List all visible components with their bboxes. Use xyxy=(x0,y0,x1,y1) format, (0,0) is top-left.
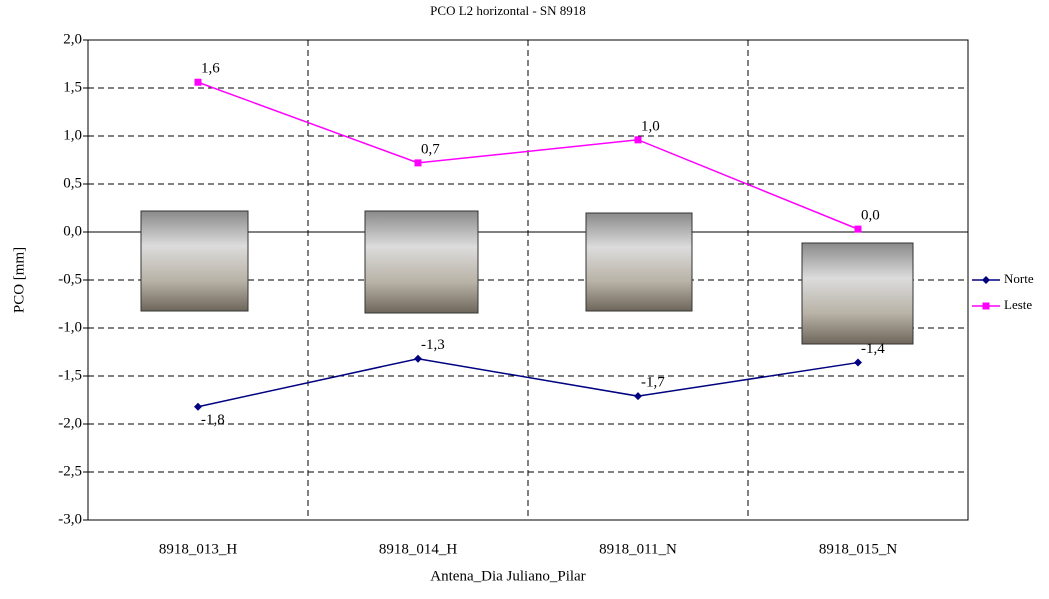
antenna-photo xyxy=(364,210,479,314)
x-tick-label: 8918_015_N xyxy=(819,541,898,557)
antenna-photo xyxy=(801,242,914,345)
y-tick-label: 0,0 xyxy=(63,223,82,239)
legend-label: Norte xyxy=(1004,271,1034,286)
point xyxy=(982,302,990,310)
point xyxy=(414,159,422,167)
data-label: -1,4 xyxy=(861,341,885,357)
x-axis-title: Antena_Dia Juliano_Pilar xyxy=(430,568,585,584)
point xyxy=(634,136,642,144)
point xyxy=(982,276,990,284)
y-tick-label: -3,0 xyxy=(58,511,82,527)
series xyxy=(194,78,862,411)
point xyxy=(194,78,202,86)
x-tick-label: 8918_011_N xyxy=(599,541,677,557)
y-tick-label: -1,0 xyxy=(58,319,82,335)
data-label: 1,0 xyxy=(641,118,660,134)
point xyxy=(854,358,862,367)
y-tick-label: -2,5 xyxy=(58,463,82,479)
y-axis-title: PCO [mm] xyxy=(11,247,27,313)
point xyxy=(414,354,422,363)
photos xyxy=(140,210,914,345)
y-tick-label: -1,5 xyxy=(58,367,82,383)
data-label: -1,3 xyxy=(421,337,445,353)
x-tick-label: 8918_013_H xyxy=(159,541,238,557)
data-label: 1,6 xyxy=(201,61,220,77)
point xyxy=(854,225,862,233)
data-label: 0,7 xyxy=(421,141,440,157)
y-tick-label: 1,0 xyxy=(63,127,82,143)
data-label: 0,0 xyxy=(861,208,880,224)
chart-title: PCO L2 horizontal - SN 8918 xyxy=(430,3,586,18)
y-tick-label: 2,0 xyxy=(63,31,82,47)
legend-label: Leste xyxy=(1004,297,1032,312)
series-line xyxy=(197,357,859,408)
antenna-photo xyxy=(585,212,693,312)
point xyxy=(194,402,202,411)
y-tick-label: -0,5 xyxy=(58,271,82,287)
series-line xyxy=(197,81,859,230)
point xyxy=(634,392,642,401)
x-tick-label: 8918_014_H xyxy=(379,541,458,557)
y-tick-label: 1,5 xyxy=(63,79,82,95)
y-tick-label: -2,0 xyxy=(58,415,82,431)
antenna-photo xyxy=(140,210,249,312)
data-label: -1,7 xyxy=(641,375,665,391)
y-tick-label: 0,5 xyxy=(63,175,82,191)
data-label: -1,8 xyxy=(201,412,225,428)
